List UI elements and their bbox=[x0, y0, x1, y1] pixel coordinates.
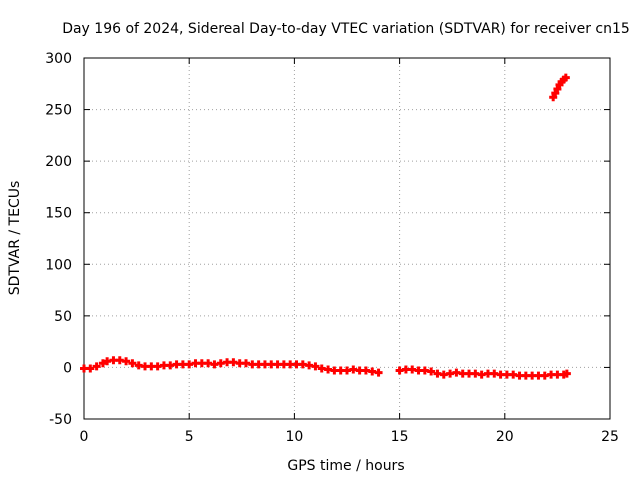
plot-frame bbox=[83, 57, 611, 420]
data-point bbox=[427, 367, 436, 376]
data-points bbox=[80, 73, 571, 380]
series-sdtvar bbox=[80, 73, 571, 380]
y-tick-label: -50 bbox=[49, 412, 72, 428]
data-point bbox=[128, 359, 137, 368]
grid-lines bbox=[84, 58, 610, 419]
data-point bbox=[86, 364, 95, 373]
y-tick-label: 200 bbox=[45, 154, 72, 170]
data-point bbox=[311, 362, 320, 371]
data-point bbox=[562, 369, 571, 378]
x-tick-label: 5 bbox=[185, 429, 194, 445]
x-tick-label: 20 bbox=[496, 429, 514, 445]
axis-ticks: 0 5 10 15 20 25 -50 0 50 100 150 200 250 300 bbox=[45, 51, 619, 445]
x-tick-label: 10 bbox=[285, 429, 303, 445]
y-tick-label: 300 bbox=[45, 51, 72, 67]
x-tick-label: 0 bbox=[80, 429, 89, 445]
y-tick-label: 0 bbox=[63, 360, 72, 376]
data-point bbox=[122, 357, 131, 366]
x-tick-label: 15 bbox=[391, 429, 409, 445]
data-point bbox=[92, 362, 101, 371]
data-point bbox=[98, 359, 107, 368]
data-point bbox=[561, 73, 570, 82]
y-tick-label: 50 bbox=[54, 309, 72, 325]
x-axis-label: GPS time / hours bbox=[287, 458, 404, 474]
x-tick-label: 25 bbox=[601, 429, 619, 445]
y-axis-label: SDTVAR / TECUs bbox=[7, 181, 23, 296]
y-tick-label: 150 bbox=[45, 206, 72, 222]
data-point bbox=[374, 368, 383, 377]
y-tick-label: 100 bbox=[45, 257, 72, 273]
chart-title: Day 196 of 2024, Sidereal Day-to-day VTE… bbox=[62, 21, 630, 37]
y-tick-label: 250 bbox=[45, 103, 72, 119]
